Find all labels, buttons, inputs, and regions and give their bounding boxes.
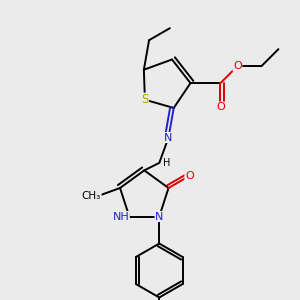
Text: O: O [185,171,194,181]
Text: O: O [216,102,225,112]
Text: NH: NH [112,212,129,221]
Text: N: N [155,212,164,221]
Text: S: S [141,93,148,106]
Text: O: O [233,61,242,71]
Text: CH₃: CH₃ [82,191,101,201]
Text: H: H [163,158,170,168]
Text: N: N [164,133,173,142]
